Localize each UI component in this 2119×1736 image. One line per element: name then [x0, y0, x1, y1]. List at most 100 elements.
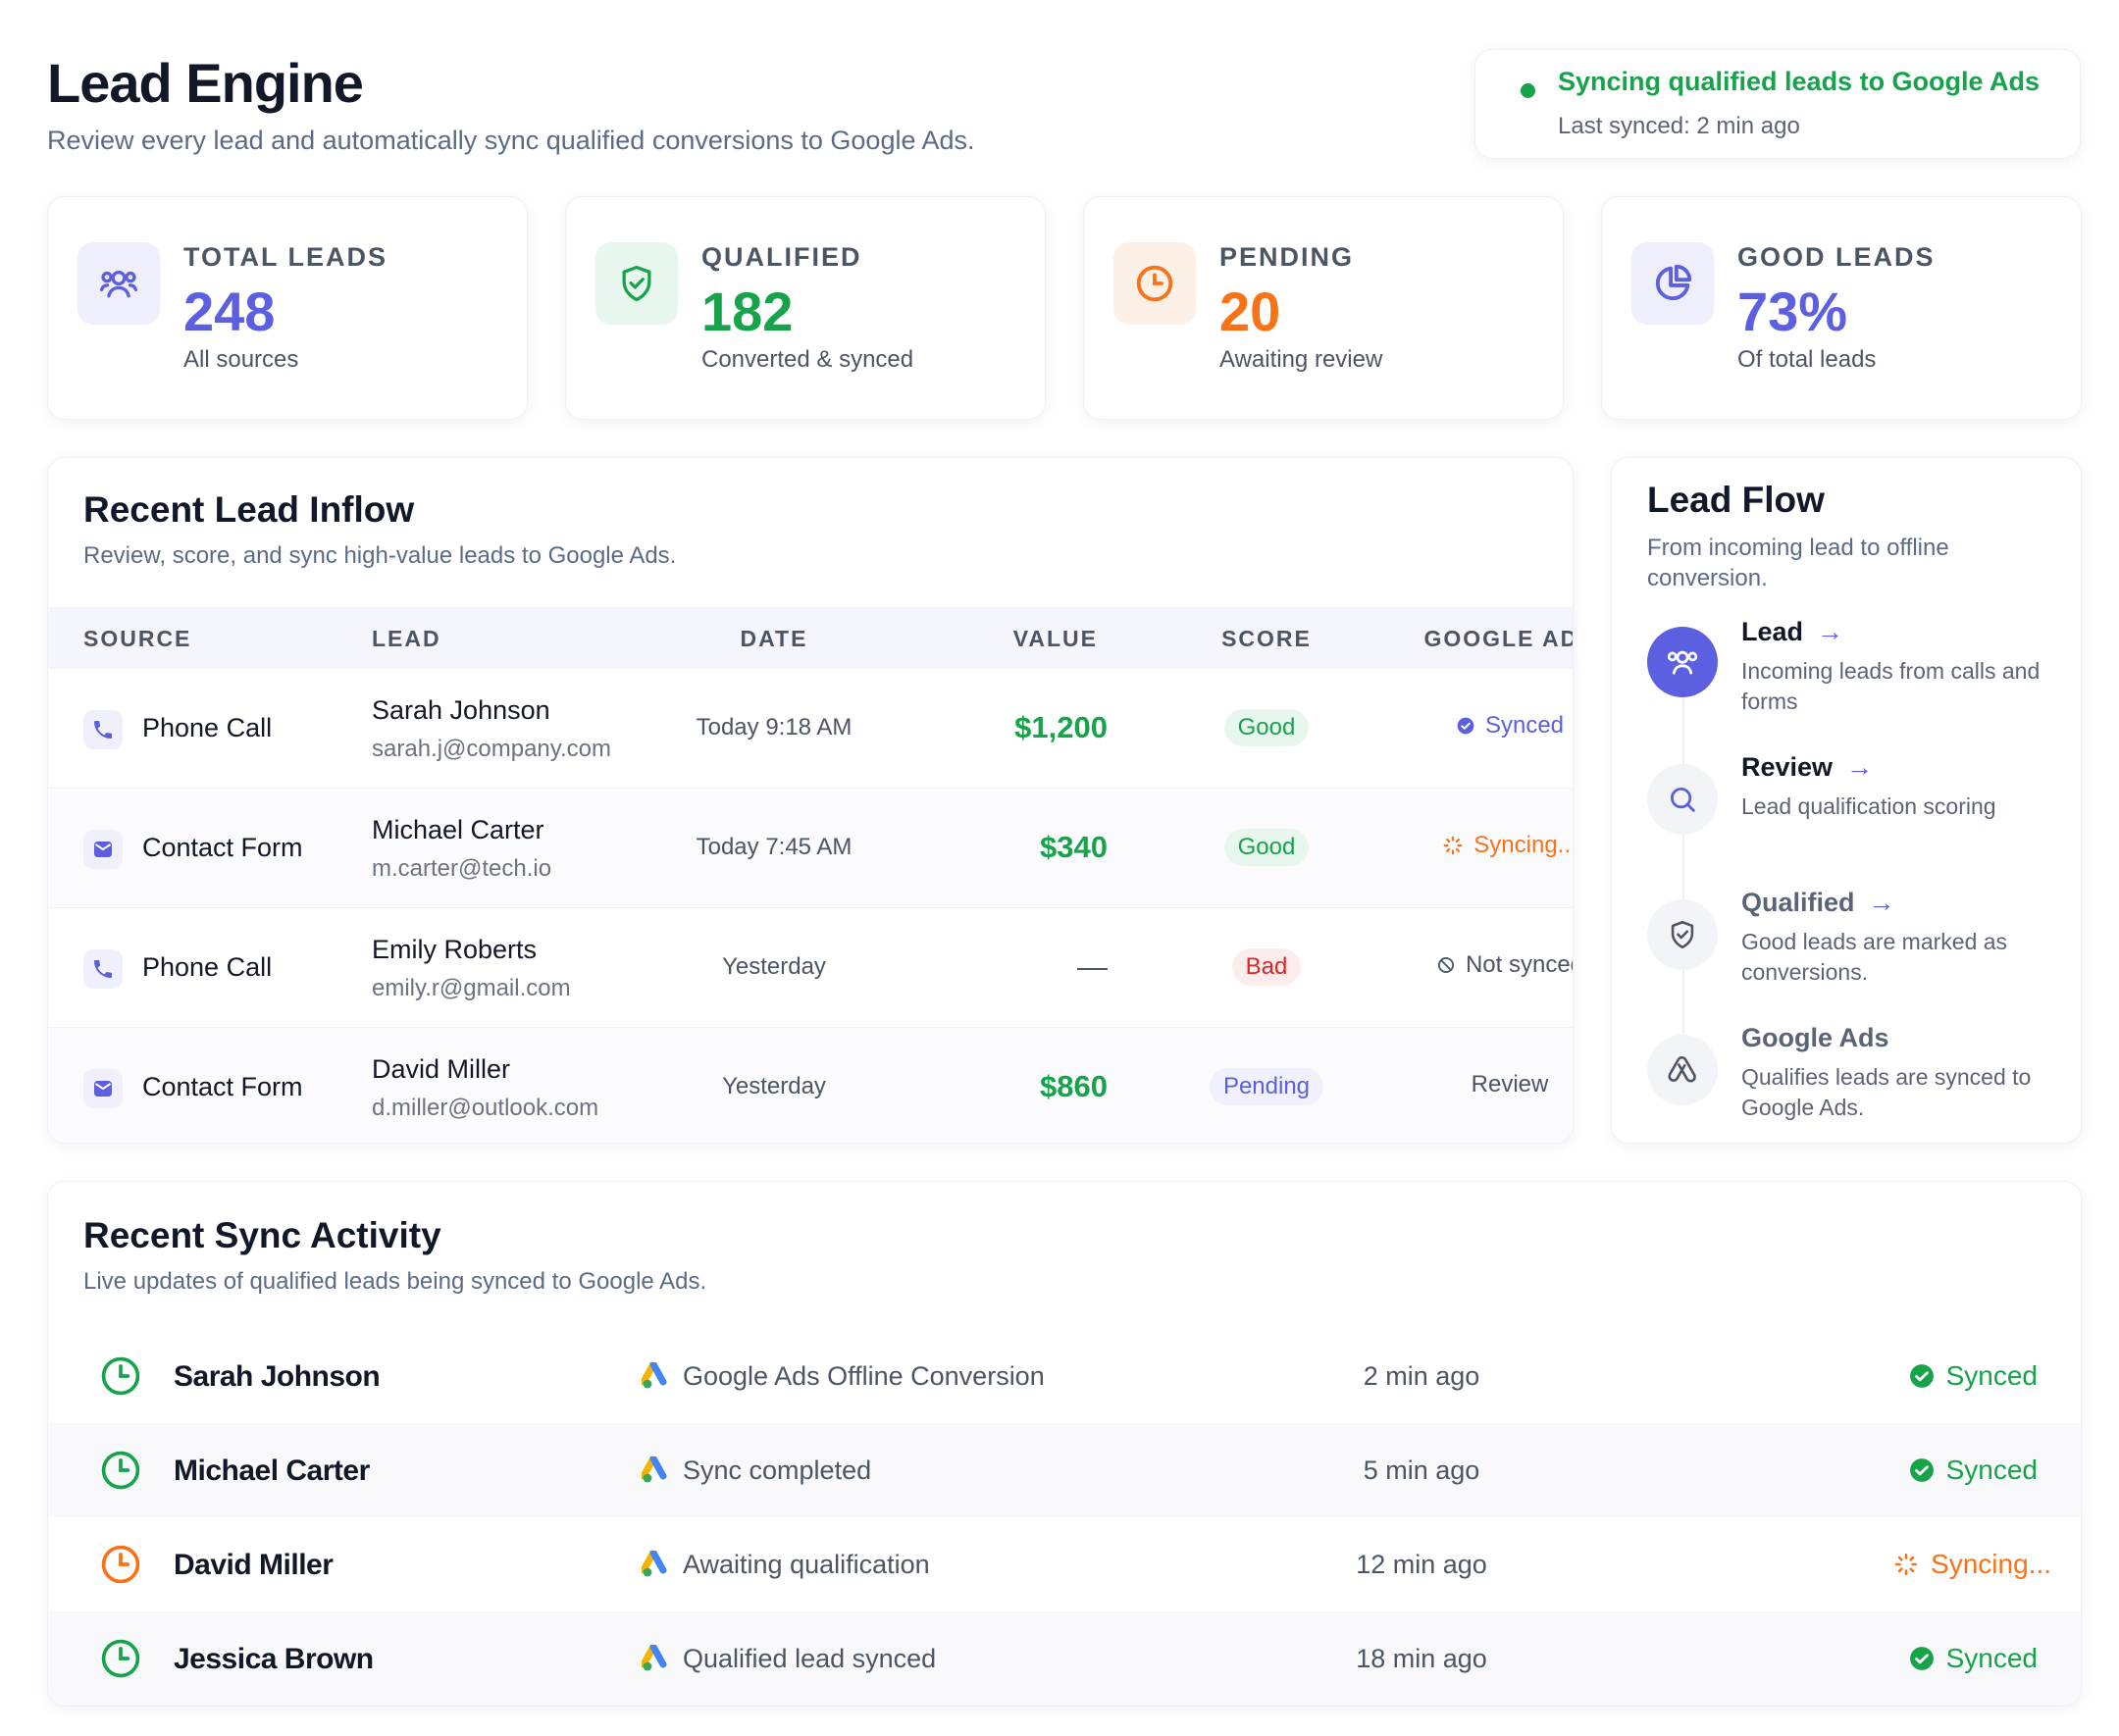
- arrow-right-icon: →: [1817, 617, 1844, 646]
- stat-sub: All sources: [183, 346, 299, 373]
- clock-icon: [101, 1639, 140, 1678]
- search-icon: [1647, 764, 1718, 835]
- review-link[interactable]: Review: [1471, 1071, 1549, 1098]
- users-icon: [78, 242, 160, 325]
- table-row[interactable]: Phone Call Emily Roberts emily.r@gmail.c…: [48, 907, 1573, 1027]
- score-badge: Pending: [1209, 1068, 1324, 1105]
- activity-event: Awaiting qualification: [683, 1550, 930, 1579]
- clock-icon: [1113, 242, 1196, 325]
- gads-status: Not synced: [1363, 951, 1574, 979]
- form-icon: [83, 830, 123, 869]
- column-header: DATE: [740, 626, 808, 651]
- stat-value: 182: [701, 281, 794, 342]
- lead-date: Today 9:18 AM: [696, 714, 853, 740]
- activity-event: Qualified lead synced: [683, 1644, 937, 1673]
- users-icon: [1647, 627, 1718, 697]
- lead-date: Today 7:45 AM: [696, 834, 853, 860]
- list-item[interactable]: David Miller Awaiting qualification 12 m…: [48, 1517, 2081, 1611]
- list-item[interactable]: Michael Carter Sync completed 5 min ago …: [48, 1423, 2081, 1517]
- column-header: VALUE: [1012, 626, 1098, 651]
- stat-label: PENDING: [1219, 242, 1355, 272]
- gads-status-label: Syncing...: [1473, 832, 1574, 858]
- column-header: SCORE: [1221, 626, 1312, 651]
- flow-connector: [1682, 674, 1684, 1066]
- stat-value: 73%: [1737, 281, 1848, 342]
- column-header: LEAD: [372, 626, 441, 651]
- section-title: Recent Lead Inflow: [83, 489, 415, 530]
- clock-icon: [101, 1356, 140, 1396]
- lead-name: Sarah Johnson: [372, 695, 550, 725]
- lead-flow-card: Lead Flow From incoming lead to offline …: [1611, 457, 2082, 1144]
- activity-status: Syncing...: [1893, 1549, 2051, 1580]
- activity-event: Sync completed: [683, 1455, 872, 1485]
- pie-chart-icon: [1631, 242, 1714, 325]
- gads-status[interactable]: Review: [1363, 1071, 1573, 1098]
- section-title: Lead Flow: [1647, 480, 1825, 520]
- activity-status: Synced: [1909, 1455, 2038, 1486]
- lead-value: $860: [1040, 1069, 1108, 1103]
- activity-status-label: Syncing...: [1931, 1549, 2051, 1579]
- sync-status-card: [1474, 49, 2081, 159]
- activity-name: Jessica Brown: [174, 1643, 374, 1675]
- activity-status: Synced: [1909, 1643, 2038, 1674]
- flow-step-desc: Good leads are marked as conversions.: [1741, 929, 2008, 985]
- spinner-icon: [1443, 836, 1463, 855]
- blocked-icon: [1437, 957, 1454, 973]
- gads-status: Synced: [1363, 712, 1573, 740]
- score-badge: Good: [1223, 829, 1310, 866]
- activity-status-label: Synced: [1945, 1360, 2038, 1391]
- stat-label: GOOD LEADS: [1737, 242, 1936, 272]
- lead-source: Phone Call: [142, 713, 273, 742]
- sync-status-text: Syncing qualified leads to Google Ads: [1558, 67, 2041, 96]
- lead-source: Phone Call: [142, 952, 273, 982]
- check-circle-icon: [1909, 1364, 1934, 1388]
- activity-event: Google Ads Offline Conversion: [683, 1361, 1045, 1391]
- flow-step-desc: Incoming leads from calls and forms: [1741, 658, 2041, 714]
- activity-time: 18 min ago: [1356, 1644, 1487, 1673]
- arrow-right-icon: →: [1846, 752, 1874, 782]
- lead-email: emily.r@gmail.com: [372, 975, 571, 1001]
- arrow-right-icon: →: [1868, 888, 1895, 917]
- section-desc: Review, score, and sync high-value leads…: [83, 542, 677, 569]
- flow-step-desc: Lead qualification scoring: [1741, 793, 1996, 819]
- flow-step-title: Google Ads: [1741, 1023, 1889, 1052]
- google-ads-logo-icon: [642, 1362, 667, 1389]
- section-title: Recent Sync Activity: [83, 1215, 441, 1255]
- phone-icon: [83, 710, 123, 749]
- lead-inflow-card: Recent Lead Inflow Review, score, and sy…: [47, 457, 1574, 1144]
- table-row[interactable]: Phone Call Sarah Johnson sarah.j@company…: [48, 668, 1573, 788]
- phone-icon: [83, 949, 123, 989]
- list-item[interactable]: Jessica Brown Qualified lead synced 18 m…: [48, 1611, 2081, 1706]
- lead-name: Emily Roberts: [372, 935, 538, 964]
- activity-name: Michael Carter: [174, 1455, 370, 1487]
- table-row[interactable]: Contact Form Michael Carter m.carter@tec…: [48, 788, 1573, 907]
- flow-step-title: Review →: [1741, 752, 1874, 782]
- gads-status-label: Not synced: [1465, 951, 1574, 978]
- lead-name: David Miller: [372, 1054, 511, 1084]
- google-ads-logo-icon: [642, 1456, 667, 1483]
- stat-card-pending: PENDING 20 Awaiting review: [1083, 196, 1564, 420]
- activity-status: Synced: [1909, 1360, 2038, 1392]
- table-header: SOURCE LEAD DATE VALUE SCORE GOOGLE ADS: [48, 607, 1573, 668]
- stat-sub: Converted & synced: [701, 346, 914, 373]
- form-icon: [83, 1069, 123, 1108]
- flow-step-desc: Qualifies leads are synced to Google Ads…: [1741, 1064, 2032, 1120]
- google-ads-logo-icon: [642, 1551, 667, 1577]
- flow-step-title: Lead →: [1741, 617, 1844, 646]
- stat-sub: Of total leads: [1737, 346, 1877, 373]
- list-item[interactable]: Sarah Johnson Google Ads Offline Convers…: [48, 1329, 2081, 1423]
- lead-date: Yesterday: [722, 1073, 826, 1099]
- table-row[interactable]: Contact Form David Miller d.miller@outlo…: [48, 1027, 1573, 1143]
- google-ads-logo-icon: [642, 1645, 667, 1671]
- clock-icon: [101, 1545, 140, 1584]
- stat-value: 248: [183, 281, 276, 342]
- gads-status: Syncing...: [1363, 832, 1574, 859]
- spinner-icon: [1894, 1553, 1918, 1576]
- sync-activity-card: Recent Sync Activity Live updates of qua…: [47, 1181, 2082, 1707]
- score-badge: Bad: [1231, 948, 1302, 986]
- activity-status-label: Synced: [1945, 1455, 2038, 1485]
- last-synced-text: Last synced: 2 min ago: [1558, 113, 1800, 139]
- column-header: GOOGLE ADS: [1423, 626, 1573, 651]
- flow-step-title: Qualified →: [1741, 888, 1895, 917]
- lead-email: d.miller@outlook.com: [372, 1095, 599, 1121]
